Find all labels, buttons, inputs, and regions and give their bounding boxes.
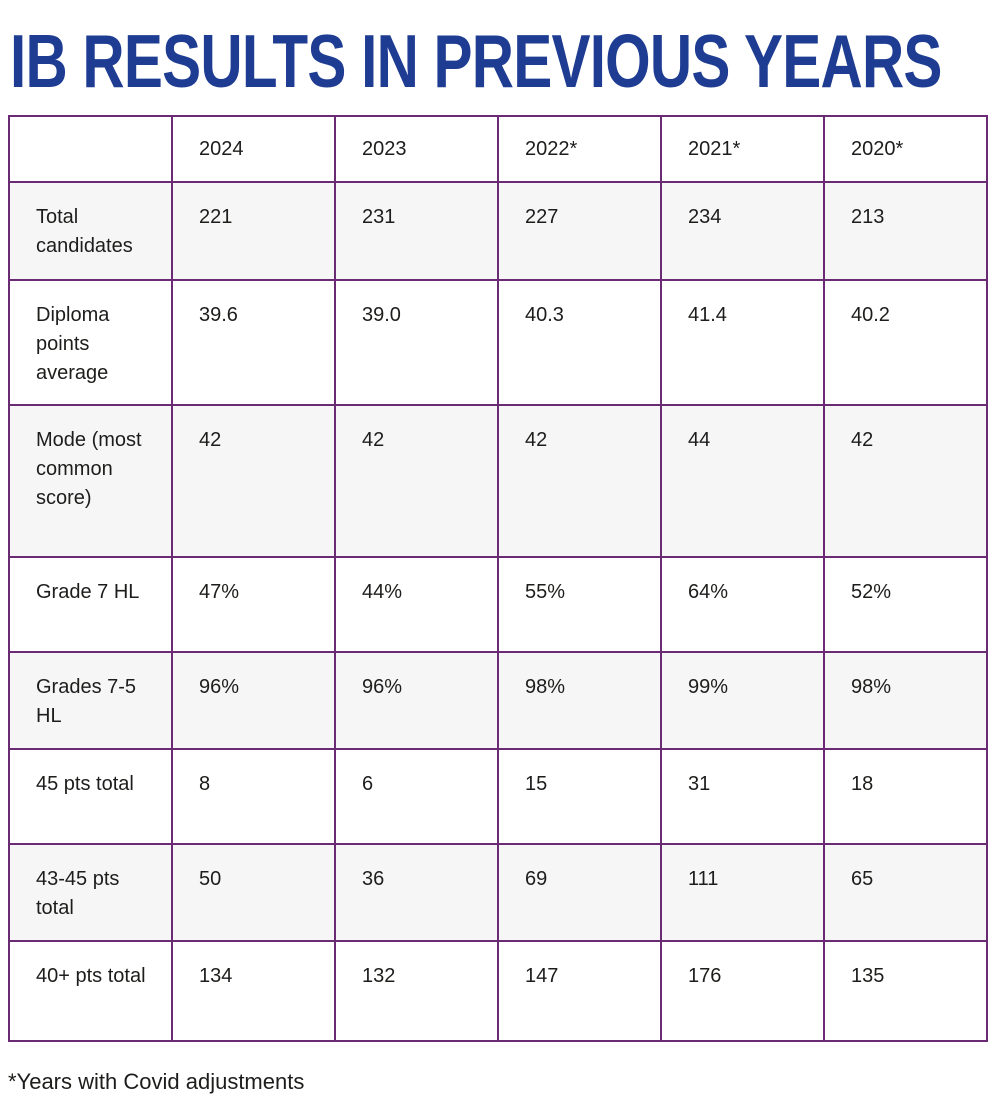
cell-value: 42 [823,404,988,558]
cell-value: 98% [497,651,662,750]
cell-value: 55% [497,556,662,653]
cell-value: 221 [171,181,336,281]
cell-value: 52% [823,556,988,653]
row-label: Grade 7 HL [8,556,173,653]
cell-value: 41.4 [660,279,825,406]
cell-value: 36 [334,843,499,942]
table-body: Total candidates 221 231 227 234 213 Dip… [8,181,988,1042]
cell-value: 65 [823,843,988,942]
table-row: Mode (most common score) 42 42 42 44 42 [8,404,988,558]
cell-value: 69 [497,843,662,942]
table-header: 2024 2023 2022* 2021* 2020* [8,115,988,183]
row-label: 45 pts total [8,748,173,845]
cell-value: 42 [497,404,662,558]
table-row: 45 pts total 8 6 15 31 18 [8,748,988,845]
column-header-2022: 2022* [497,115,662,183]
cell-value: 132 [334,940,499,1042]
cell-value: 134 [171,940,336,1042]
cell-value: 31 [660,748,825,845]
cell-value: 44 [660,404,825,558]
cell-value: 227 [497,181,662,281]
cell-value: 40.2 [823,279,988,406]
cell-value: 147 [497,940,662,1042]
table-row: Diploma points average 39.6 39.0 40.3 41… [8,279,988,406]
cell-value: 44% [334,556,499,653]
table-row: Grades 7-5 HL 96% 96% 98% 99% 98% [8,651,988,750]
column-header-2023: 2023 [334,115,499,183]
cell-value: 234 [660,181,825,281]
table-row: 43-45 pts total 50 36 69 111 65 [8,843,988,942]
cell-value: 98% [823,651,988,750]
cell-value: 111 [660,843,825,942]
covid-footnote: *Years with Covid adjustments [8,1069,305,1094]
cell-value: 6 [334,748,499,845]
cell-value: 213 [823,181,988,281]
cell-value: 8 [171,748,336,845]
cell-value: 40.3 [497,279,662,406]
cell-value: 135 [823,940,988,1042]
cell-value: 99% [660,651,825,750]
cell-value: 47% [171,556,336,653]
header-row: 2024 2023 2022* 2021* 2020* [8,115,988,183]
row-label: 43-45 pts total [8,843,173,942]
page-title: IB RESULTS IN PREVIOUS YEARS [10,19,942,103]
column-header-blank [8,115,173,183]
table-row: Grade 7 HL 47% 44% 55% 64% 52% [8,556,988,653]
row-label: Mode (most common score) [8,404,173,558]
cell-value: 15 [497,748,662,845]
cell-value: 39.0 [334,279,499,406]
cell-value: 18 [823,748,988,845]
cell-value: 176 [660,940,825,1042]
cell-value: 96% [334,651,499,750]
cell-value: 42 [171,404,336,558]
row-label: Grades 7-5 HL [8,651,173,750]
row-label: Total candidates [8,181,173,281]
column-header-2020: 2020* [823,115,988,183]
cell-value: 42 [334,404,499,558]
table-row: Total candidates 221 231 227 234 213 [8,181,988,281]
cell-value: 50 [171,843,336,942]
column-header-2021: 2021* [660,115,825,183]
cell-value: 39.6 [171,279,336,406]
ib-results-table: 2024 2023 2022* 2021* 2020* Total candid… [8,115,988,1042]
cell-value: 64% [660,556,825,653]
cell-value: 96% [171,651,336,750]
table-row: 40+ pts total 134 132 147 176 135 [8,940,988,1042]
column-header-2024: 2024 [171,115,336,183]
row-label: 40+ pts total [8,940,173,1042]
row-label: Diploma points average [8,279,173,406]
cell-value: 231 [334,181,499,281]
